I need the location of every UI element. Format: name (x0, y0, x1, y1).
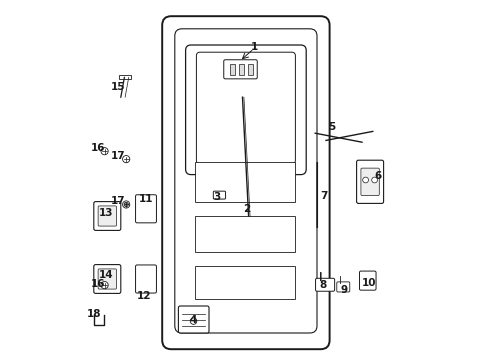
Circle shape (190, 318, 197, 324)
FancyBboxPatch shape (224, 60, 257, 79)
FancyBboxPatch shape (94, 202, 121, 230)
FancyBboxPatch shape (337, 282, 350, 292)
Text: 8: 8 (319, 280, 326, 290)
FancyBboxPatch shape (196, 52, 295, 164)
Text: 4: 4 (189, 315, 196, 325)
Text: 3: 3 (213, 192, 220, 202)
Bar (239, 64, 245, 75)
FancyBboxPatch shape (178, 306, 209, 333)
Text: 16: 16 (91, 143, 105, 153)
Text: 7: 7 (320, 191, 327, 201)
Circle shape (124, 202, 128, 207)
FancyBboxPatch shape (357, 160, 384, 203)
Circle shape (101, 148, 108, 155)
Text: 17: 17 (111, 150, 125, 161)
Text: 14: 14 (98, 270, 113, 280)
Bar (195, 266, 295, 299)
Text: 18: 18 (87, 309, 101, 319)
FancyBboxPatch shape (316, 278, 335, 291)
FancyBboxPatch shape (94, 265, 121, 293)
FancyBboxPatch shape (136, 195, 156, 223)
Bar (119, 75, 130, 79)
Bar (229, 64, 235, 75)
Circle shape (363, 177, 368, 183)
Text: 13: 13 (98, 208, 113, 218)
Circle shape (122, 156, 130, 163)
Bar (247, 64, 253, 75)
Bar (195, 162, 295, 202)
Circle shape (122, 201, 130, 208)
Text: 12: 12 (137, 291, 151, 301)
FancyBboxPatch shape (162, 16, 330, 349)
Bar (195, 216, 295, 252)
FancyBboxPatch shape (98, 206, 117, 226)
FancyBboxPatch shape (98, 269, 117, 289)
FancyBboxPatch shape (136, 265, 156, 293)
FancyBboxPatch shape (213, 191, 225, 199)
Text: 10: 10 (362, 278, 376, 288)
FancyBboxPatch shape (360, 271, 376, 290)
Text: 17: 17 (111, 196, 125, 206)
Text: 16: 16 (91, 279, 105, 289)
FancyBboxPatch shape (186, 45, 306, 175)
Text: 15: 15 (111, 82, 125, 92)
Text: 9: 9 (340, 285, 347, 295)
Text: 2: 2 (243, 204, 250, 214)
Text: 11: 11 (139, 194, 153, 204)
FancyBboxPatch shape (361, 168, 379, 195)
Text: 5: 5 (328, 122, 336, 132)
Text: 1: 1 (251, 42, 258, 52)
Circle shape (101, 282, 108, 289)
FancyBboxPatch shape (175, 29, 317, 333)
Text: 6: 6 (374, 171, 382, 181)
Circle shape (372, 177, 377, 183)
